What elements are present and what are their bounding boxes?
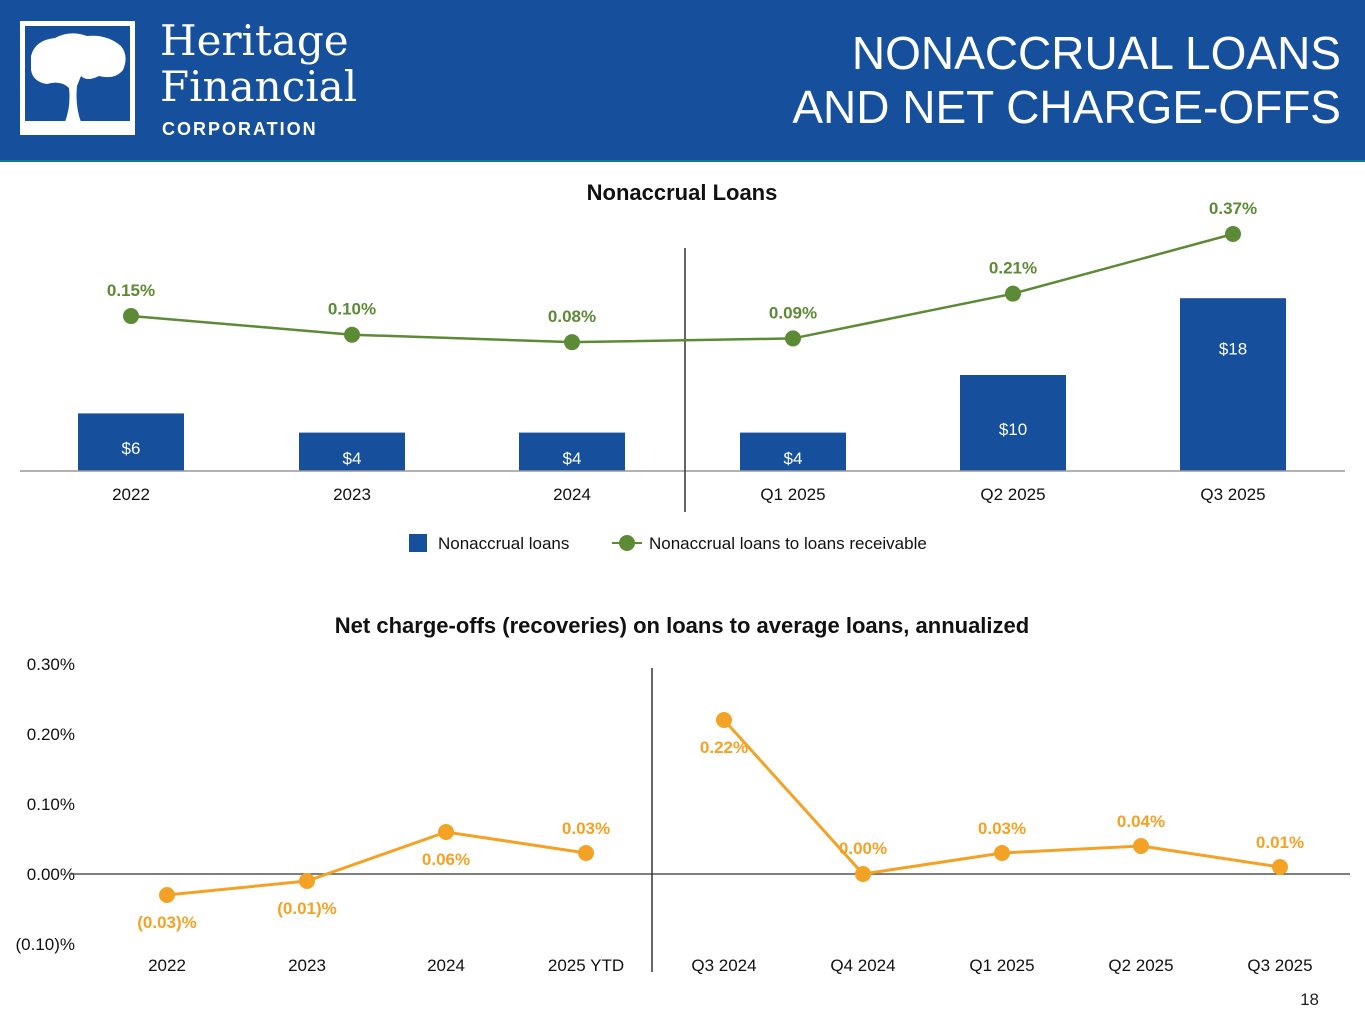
bar-data-label: $6 [122, 439, 141, 458]
line-data-label: 0.09% [769, 303, 817, 322]
logo-text: Heritage Financial [160, 18, 357, 110]
bar-data-label: $10 [999, 420, 1027, 439]
x-tick-label: Q1 2025 [969, 956, 1034, 975]
y-tick-label: 0.10% [27, 795, 75, 814]
x-tick-label: 2022 [112, 485, 150, 504]
bar-data-label: $4 [563, 449, 582, 468]
bar-nonaccrual-loans [740, 432, 846, 471]
data-point [1272, 859, 1288, 875]
chart-title: Net charge-offs (recoveries) on loans to… [335, 613, 1029, 638]
line-data-label: 0.22% [700, 738, 748, 757]
line-data-label: 0.08% [548, 307, 596, 326]
x-tick-label: 2023 [333, 485, 371, 504]
x-tick-label: 2025 YTD [548, 956, 624, 975]
data-point [299, 873, 315, 889]
series-line-nonaccrual-ratio [130, 232, 1234, 344]
data-point [438, 824, 454, 840]
line-data-label: 0.10% [328, 300, 376, 319]
line-data-label: 0.01% [1256, 833, 1304, 852]
x-tick-label: Q2 2025 [1108, 956, 1173, 975]
bar-nonaccrual-loans [78, 413, 184, 471]
line-data-label: 0.15% [107, 281, 155, 300]
data-point [855, 866, 871, 882]
slide-title: NONACCRUAL LOANS AND NET CHARGE-OFFS [792, 26, 1341, 134]
bar-nonaccrual-loans [519, 432, 625, 471]
x-tick-label: Q2 2025 [980, 485, 1045, 504]
y-tick-label: 0.00% [27, 865, 75, 884]
data-point [785, 330, 801, 347]
page-number: 18 [1300, 990, 1319, 1009]
x-tick-label: 2023 [288, 956, 326, 975]
legend-swatch-bar [409, 534, 427, 552]
header-banner: Heritage Financial CORPORATION NONACCRUA… [0, 0, 1365, 162]
x-tick-label: Q3 2024 [691, 956, 756, 975]
line-data-label: 0.04% [1117, 812, 1165, 831]
bar-data-label: $4 [343, 449, 362, 468]
data-point [123, 308, 139, 325]
legend-label: Nonaccrual loans [438, 534, 569, 553]
data-point [1133, 838, 1149, 854]
logo-line-2: Financial [160, 62, 358, 111]
slide-title-line-1: NONACCRUAL LOANS [851, 27, 1341, 79]
logo-line-1: Heritage [160, 16, 349, 65]
data-point [578, 845, 594, 861]
logo-corporation: CORPORATION [162, 119, 318, 139]
line-data-label: 0.21% [989, 259, 1037, 278]
slide-title-line-2: AND NET CHARGE-OFFS [792, 81, 1341, 133]
data-point [716, 712, 732, 728]
y-tick-label: 0.20% [27, 725, 75, 744]
line-data-label: 0.37% [1209, 199, 1257, 218]
bar-data-label: $4 [784, 449, 803, 468]
data-point [1225, 225, 1241, 242]
line-data-label: 0.06% [422, 850, 470, 869]
tree-logo-icon [20, 21, 135, 135]
x-tick-label: Q3 2025 [1247, 956, 1312, 975]
y-tick-label: (0.10)% [15, 935, 75, 954]
x-tick-label: Q3 2025 [1200, 485, 1265, 504]
x-tick-label: Q1 2025 [760, 485, 825, 504]
bar-nonaccrual-loans [1180, 298, 1286, 471]
series-line-annual [166, 830, 587, 897]
line-data-label: (0.03)% [137, 913, 197, 932]
data-point [1005, 285, 1021, 302]
legend-label: Nonaccrual loans to loans receivable [649, 534, 927, 553]
bar-nonaccrual-loans [299, 432, 405, 471]
x-tick-label: 2024 [427, 956, 465, 975]
chart-title: Nonaccrual Loans [587, 180, 778, 205]
y-tick-label: 0.30% [27, 655, 75, 674]
data-point [994, 845, 1010, 861]
data-point [344, 326, 360, 343]
legend-swatch-marker [619, 535, 635, 551]
line-data-label: 0.03% [978, 819, 1026, 838]
data-point [159, 887, 175, 903]
bar-data-label: $18 [1219, 340, 1247, 359]
x-tick-label: Q4 2024 [830, 956, 895, 975]
line-data-label: 0.03% [562, 819, 610, 838]
bar-nonaccrual-loans [960, 375, 1066, 471]
line-data-label: (0.01)% [277, 899, 337, 918]
data-point [564, 334, 580, 351]
line-data-label: 0.00% [839, 839, 887, 858]
x-tick-label: 2024 [553, 485, 591, 504]
x-tick-label: 2022 [148, 956, 186, 975]
